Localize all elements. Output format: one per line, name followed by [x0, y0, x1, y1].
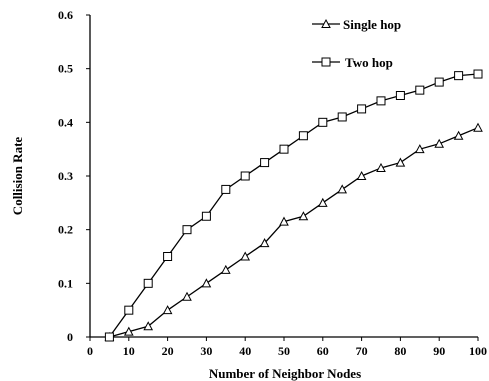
data-point-two-hop: [163, 252, 173, 261]
data-point-single-hop: [376, 162, 386, 172]
data-point-two-hop: [376, 96, 386, 106]
data-point-two-hop: [298, 131, 308, 141]
x-tick-label: 60: [317, 344, 329, 358]
data-point-two-hop: [318, 117, 328, 127]
data-point-single-hop: [143, 321, 154, 331]
axes: [89, 15, 478, 338]
data-point-single-hop: [298, 211, 309, 221]
series-line-single-hop: [109, 127, 479, 338]
legend-item-two-hop: Two hop: [312, 55, 393, 70]
data-point-single-hop: [182, 291, 192, 301]
x-axis-title: Number of Neighbor Nodes: [209, 366, 361, 381]
x-tick-label: 10: [123, 344, 135, 358]
data-point-single-hop: [434, 138, 445, 148]
data-point-two-hop: [221, 184, 231, 194]
data-point-single-hop: [240, 251, 251, 261]
data-point-single-hop: [220, 264, 231, 274]
data-point-single-hop: [395, 157, 406, 167]
legend-item-single-hop: Single hop: [312, 17, 401, 32]
data-point-single-hop: [473, 122, 483, 132]
x-tick-label: 70: [356, 344, 368, 358]
data-point-two-hop: [182, 225, 192, 235]
data-point-two-hop: [415, 85, 425, 95]
data-point-two-hop: [337, 112, 347, 122]
data-point-single-hop: [337, 184, 348, 194]
y-tick-label: 0.6: [58, 8, 73, 22]
data-point-two-hop: [124, 305, 134, 315]
series-line-two-hop: [108, 73, 479, 338]
legend-marker-single-hop: [321, 18, 331, 28]
x-tick-label: 80: [394, 344, 406, 358]
y-axis-title: Collision Rate: [10, 137, 25, 216]
y-tick-label: 0: [67, 330, 73, 344]
data-point-two-hop: [473, 69, 483, 79]
legend-marker-two-hop: [321, 57, 331, 67]
data-point-single-hop: [356, 170, 367, 180]
data-point-single-hop: [259, 238, 270, 248]
data-point-two-hop: [279, 144, 289, 154]
y-tick-label: 0.5: [58, 62, 73, 76]
data-point-two-hop: [143, 278, 153, 288]
legend-label-two-hop: Two hop: [345, 55, 393, 70]
data-point-two-hop: [104, 332, 114, 342]
series: [104, 69, 483, 342]
data-point-single-hop: [414, 144, 425, 154]
data-point-single-hop: [279, 216, 289, 226]
series-single-hop: [104, 122, 483, 341]
x-tick-label: 30: [200, 344, 212, 358]
data-point-single-hop: [317, 197, 328, 207]
x-tick-label: 0: [87, 344, 93, 358]
x-tick-label: 50: [278, 344, 290, 358]
data-point-two-hop: [454, 71, 464, 81]
legend-label-single-hop: Single hop: [343, 17, 401, 32]
data-point-single-hop: [453, 130, 464, 140]
data-point-single-hop: [162, 305, 173, 315]
x-tick-label: 20: [162, 344, 174, 358]
data-point-single-hop: [201, 278, 212, 288]
x-tick-label: 40: [239, 344, 251, 358]
data-point-two-hop: [201, 211, 211, 221]
ticks: 0 10 20 30 40 50 60 70 80 90 100 0 0.1 0.2 0.3 0.4 0.5 0.…: [58, 8, 487, 358]
data-point-two-hop: [434, 77, 444, 87]
y-tick-label: 0.2: [58, 223, 73, 237]
x-tick-label: 90: [433, 344, 445, 358]
data-point-two-hop: [260, 158, 270, 168]
legend: Single hop Two hop: [312, 17, 401, 70]
data-point-two-hop: [357, 104, 367, 114]
x-tick-label: 100: [469, 344, 487, 358]
y-tick-label: 0.4: [58, 115, 73, 129]
data-point-two-hop: [240, 171, 250, 181]
y-tick-label: 0.3: [58, 169, 73, 183]
y-tick-label: 0.1: [58, 276, 73, 290]
data-point-single-hop: [123, 326, 134, 336]
series-two-hop: [104, 69, 483, 342]
data-point-two-hop: [395, 91, 405, 100]
